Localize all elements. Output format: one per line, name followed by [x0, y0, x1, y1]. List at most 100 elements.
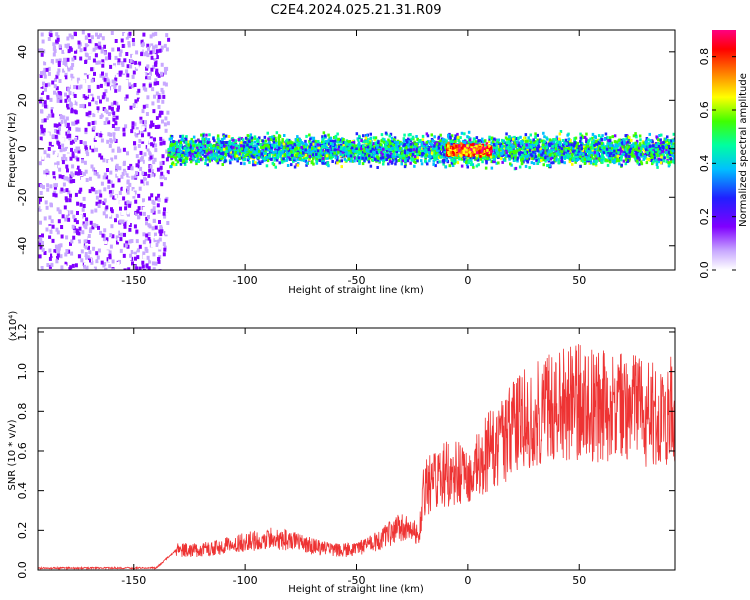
heatmap-cell — [327, 164, 330, 168]
heatmap-cell — [155, 55, 159, 60]
heatmap-cell — [59, 254, 63, 259]
heatmap-cell — [453, 158, 456, 162]
heatmap-cell — [92, 215, 96, 220]
heatmap-cell — [497, 147, 501, 151]
heatmap-cell — [73, 211, 77, 216]
heatmap-cell — [134, 103, 138, 108]
heatmap-cell — [508, 137, 511, 141]
heatmap-cell — [153, 157, 157, 162]
heatmap-cell — [523, 158, 527, 162]
heatmap-cell — [111, 47, 115, 52]
heatmap-cell — [632, 134, 636, 138]
heatmap-cell — [77, 127, 81, 132]
heatmap-cell — [274, 165, 277, 169]
heatmap-cell — [174, 163, 178, 166]
heatmap-cell — [216, 149, 219, 153]
heatmap-cell — [76, 85, 80, 90]
heatmap-cell — [55, 39, 59, 44]
heatmap-cell — [422, 150, 425, 154]
heatmap-cell — [55, 74, 59, 79]
heatmap-cell — [220, 141, 223, 145]
heatmap-cell — [377, 142, 380, 146]
heatmap-cell — [339, 154, 343, 158]
heatmap-cell — [110, 157, 114, 162]
heatmap-cell — [592, 139, 596, 143]
heatmap-cell — [69, 140, 73, 145]
heatmap-cell — [124, 201, 128, 206]
heatmap-cell — [470, 158, 473, 162]
heatmap-cell — [38, 140, 42, 145]
heatmap-cell — [543, 135, 546, 139]
heatmap-cell — [435, 144, 438, 148]
heatmap-cell — [92, 246, 96, 251]
heatmap-cell — [165, 42, 169, 47]
heatmap-cell — [130, 53, 134, 58]
heatmap-cell — [148, 168, 152, 173]
heatmap-cell — [304, 139, 307, 143]
heatmap-cell — [109, 233, 113, 238]
heatmap-cell — [77, 146, 81, 151]
heatmap-cell — [591, 136, 594, 140]
heatmap-cell — [579, 132, 582, 136]
heatmap-cell — [311, 153, 315, 156]
heatmap-cell — [69, 131, 73, 136]
heatmap-cell — [135, 229, 139, 234]
heatmap-cell — [90, 164, 94, 169]
heatmap-cell — [84, 245, 88, 250]
heatmap-cell — [88, 258, 91, 263]
heatmap-cell — [44, 83, 48, 88]
heatmap-cell — [54, 134, 58, 139]
heatmap-cell — [183, 162, 187, 166]
heatmap-cell — [581, 157, 584, 161]
heatmap-cell — [49, 97, 53, 102]
heatmap-cell — [59, 198, 63, 203]
heatmap-cell — [142, 211, 146, 216]
heatmap-cell — [654, 151, 658, 155]
heatmap-cell — [128, 227, 132, 232]
heatmap-cell — [54, 77, 57, 82]
heatmap-cell — [444, 138, 447, 142]
heatmap-cell — [339, 149, 342, 153]
heatmap-cell — [43, 74, 47, 79]
heatmap-cell — [528, 138, 532, 142]
heatmap-cell — [150, 43, 154, 48]
heatmap-cell — [57, 68, 61, 73]
heatmap-cell — [130, 115, 134, 120]
heatmap-cell — [162, 140, 166, 145]
heatmap-cell — [103, 262, 107, 266]
heatmap-cell — [39, 136, 43, 141]
heatmap-cell — [106, 231, 110, 236]
heatmap-cell — [542, 131, 545, 135]
heatmap-cell — [81, 38, 85, 43]
heatmap-cell — [61, 160, 65, 165]
heatmap-cell — [66, 226, 70, 231]
heatmap-cell — [542, 163, 545, 167]
heatmap-cell — [64, 92, 67, 97]
heatmap-cell — [442, 162, 445, 166]
heatmap-cell — [151, 179, 154, 184]
heatmap-cell — [82, 171, 86, 176]
heatmap-cell — [108, 159, 112, 164]
heatmap-cell — [352, 141, 356, 144]
heatmap-cell — [53, 190, 57, 195]
heatmap-cell — [155, 115, 159, 120]
heatmap-cell — [201, 157, 204, 161]
heatmap-cell — [83, 108, 87, 112]
heatmap-cell — [117, 98, 121, 102]
heatmap-cell — [312, 136, 316, 140]
heatmap-cell — [103, 187, 107, 192]
heatmap-cell — [131, 84, 135, 89]
heatmap-cell — [85, 53, 89, 58]
heatmap-cell — [39, 97, 43, 102]
heatmap-cell — [69, 174, 73, 178]
heatmap-cell — [274, 136, 277, 140]
heatmap-cell — [241, 138, 245, 142]
heatmap-cell — [215, 141, 218, 145]
heatmap-cell — [94, 190, 98, 195]
heatmap-cell — [321, 140, 324, 144]
heatmap-cell — [112, 117, 116, 122]
heatmap-cell — [47, 66, 51, 71]
heatmap-cell — [441, 150, 445, 153]
heatmap-cell — [125, 240, 129, 245]
heatmap-cell — [164, 173, 168, 178]
